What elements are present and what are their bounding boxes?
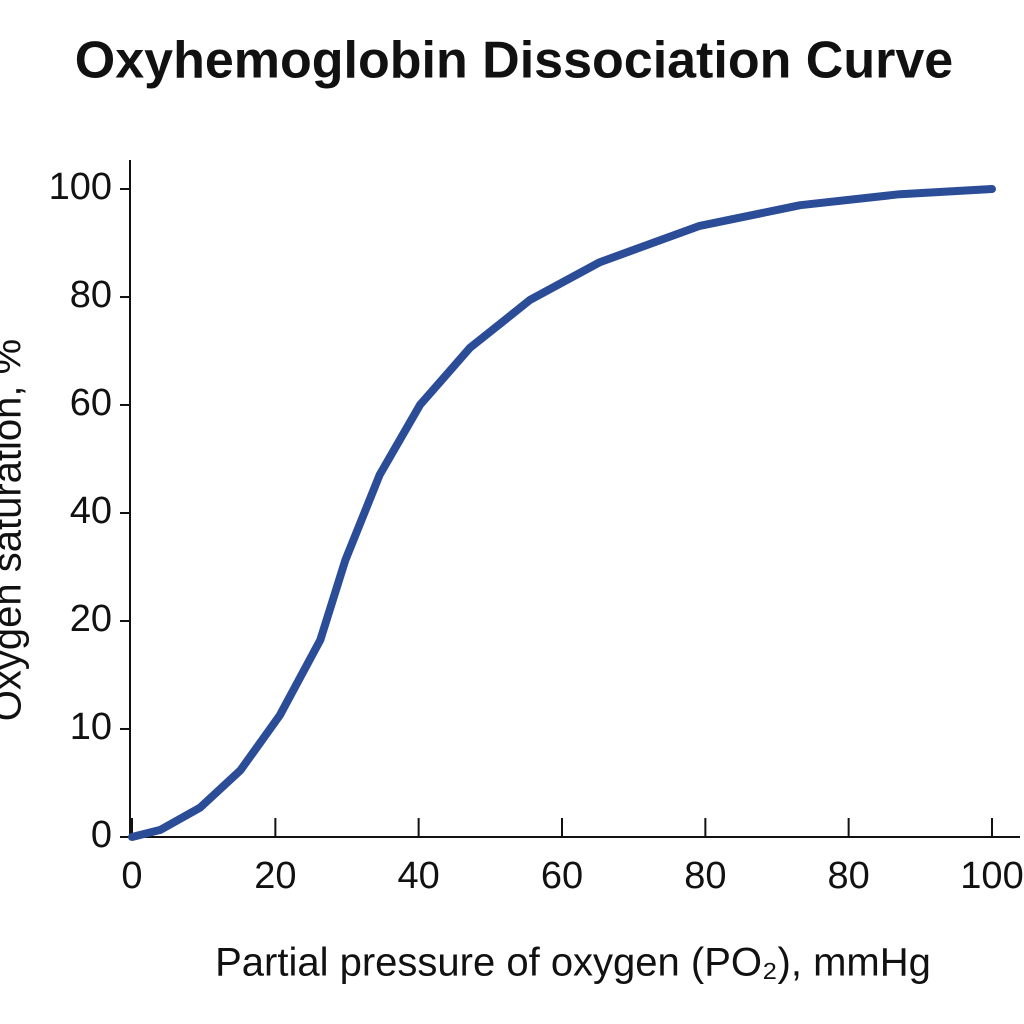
x-tick-label: 80 <box>827 855 869 897</box>
y-tick-label: 40 <box>70 490 112 532</box>
y-tick-label: 60 <box>70 382 112 424</box>
x-tick-label: 20 <box>254 855 296 897</box>
chart-title: Oxyhemoglobin Dissociation Curve <box>75 32 953 90</box>
y-tick-label: 0 <box>91 814 112 856</box>
x-axis-label: Partial pressure of oxygen (PO₂), mmHg <box>215 941 931 985</box>
x-tick-label: 0 <box>121 855 142 897</box>
x-tick-label: 100 <box>960 855 1023 897</box>
x-tick-label: 40 <box>397 855 439 897</box>
y-tick-label: 100 <box>49 166 112 208</box>
curve <box>128 185 996 841</box>
y-axis-label: Oxygen saturation, % <box>0 339 30 721</box>
y-tick-label: 80 <box>70 274 112 316</box>
x-tick-label: 80 <box>684 855 726 897</box>
y-tick-label: 20 <box>70 598 112 640</box>
x-tick-label: 60 <box>541 855 583 897</box>
y-tick-label: 10 <box>70 706 112 748</box>
